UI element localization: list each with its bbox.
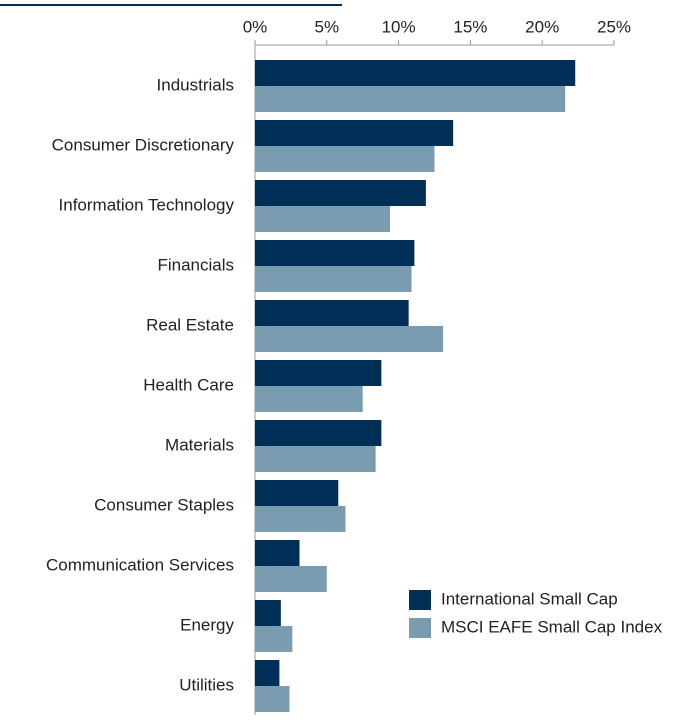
bar xyxy=(255,206,390,232)
legend-swatch xyxy=(409,618,431,638)
bar xyxy=(255,326,444,352)
y-tick-label: Real Estate xyxy=(146,315,234,334)
legend-label: International Small Cap xyxy=(441,589,618,608)
bar xyxy=(255,180,426,206)
bar xyxy=(255,360,382,386)
x-tick-label: 0% xyxy=(243,17,268,36)
bar xyxy=(255,266,412,292)
y-tick-label: Financials xyxy=(157,255,234,274)
bar xyxy=(255,300,409,326)
bar xyxy=(255,86,566,112)
y-tick-label: Materials xyxy=(165,435,234,454)
y-tick-label: Consumer Discretionary xyxy=(52,135,235,154)
x-tick-label: 25% xyxy=(597,17,631,36)
legend-swatch xyxy=(409,590,431,610)
x-tick-label: 5% xyxy=(315,17,340,36)
bar xyxy=(255,146,435,172)
y-tick-label: Industrials xyxy=(157,75,234,94)
bar xyxy=(255,60,576,86)
y-tick-label: Information Technology xyxy=(59,195,235,214)
y-tick-label: Energy xyxy=(180,615,234,634)
bar xyxy=(255,506,346,532)
bar xyxy=(255,626,293,652)
x-tick-label: 10% xyxy=(382,17,416,36)
bar xyxy=(255,420,382,446)
bar xyxy=(255,446,376,472)
x-tick-label: 20% xyxy=(525,17,559,36)
bar xyxy=(255,386,363,412)
bar xyxy=(255,240,415,266)
bar xyxy=(255,686,290,712)
bar xyxy=(255,540,300,566)
bar xyxy=(255,120,454,146)
y-tick-label: Consumer Staples xyxy=(94,495,234,514)
bar xyxy=(255,600,281,626)
bar xyxy=(255,566,327,592)
bar xyxy=(255,660,280,686)
legend-label: MSCI EAFE Small Cap Index xyxy=(441,617,663,636)
y-tick-label: Communication Services xyxy=(46,555,234,574)
y-tick-label: Health Care xyxy=(143,375,234,394)
y-tick-label: Utilities xyxy=(179,675,234,694)
bar xyxy=(255,480,339,506)
x-tick-label: 15% xyxy=(453,17,487,36)
